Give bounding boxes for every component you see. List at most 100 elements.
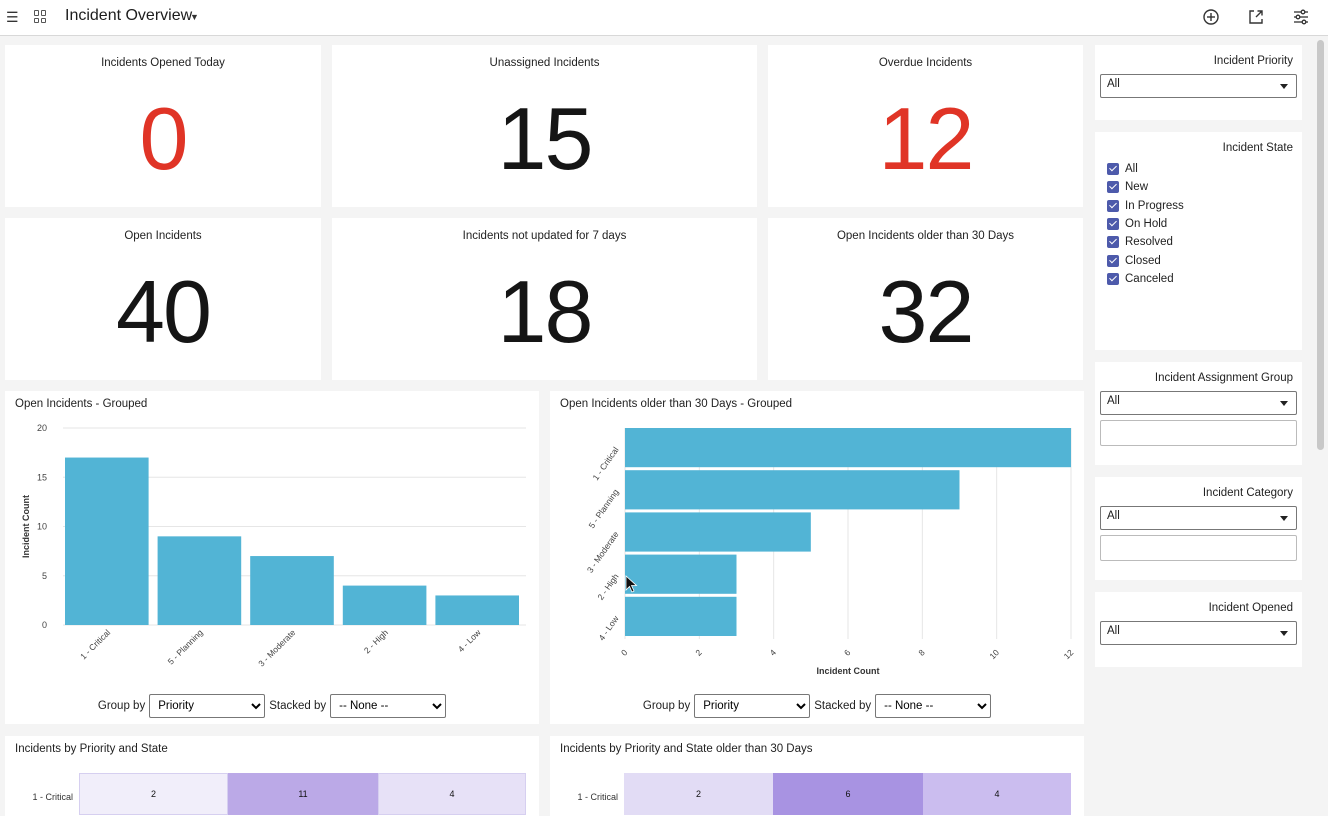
select-value: All: [1107, 625, 1120, 637]
y-axis-label: Incident Count: [21, 495, 31, 558]
y-tick-label: 4 - Low: [596, 613, 621, 642]
incidents-by-priority-state-older-30-days-heatmap: Incidents by Priority and State older th…: [550, 736, 1084, 816]
state-option-new[interactable]: New: [1107, 178, 1184, 196]
checkbox-checked-icon[interactable]: [1107, 254, 1119, 267]
heatmap-cell[interactable]: 4: [923, 773, 1071, 815]
x-tick-label: 6: [842, 647, 853, 658]
y-tick-label: 2 - High: [595, 571, 620, 601]
kpi-overdue-incidents[interactable]: Overdue Incidents 12: [768, 45, 1083, 207]
share-icon[interactable]: [1247, 8, 1265, 26]
filter-incident-state: Incident State All New In Progress On Ho…: [1095, 132, 1302, 350]
checkbox-checked-icon[interactable]: [1107, 218, 1119, 231]
kpi-value: 32: [878, 262, 975, 361]
chart-controls: Group by Priority Stacked by -- None --: [5, 694, 539, 718]
top-bar: ☰ Incident Overview ▼: [0, 0, 1328, 36]
chart-title: Incidents by Priority and State older th…: [560, 743, 813, 755]
x-tick-label: 12: [1062, 647, 1076, 661]
state-option-resolved[interactable]: Resolved: [1107, 233, 1184, 251]
bar: [625, 554, 737, 594]
state-option-closed[interactable]: Closed: [1107, 251, 1184, 269]
chart-title: Open Incidents - Grouped: [15, 398, 148, 410]
kpi-title: Incidents Opened Today: [101, 57, 225, 69]
bar: [157, 536, 242, 625]
x-tick-label: 0: [619, 647, 630, 658]
dashboard-title: Incident Overview: [65, 7, 193, 24]
heatmap-cell[interactable]: 11: [228, 773, 378, 815]
bar: [625, 428, 1071, 468]
kpi-open-incidents[interactable]: Open Incidents 40: [5, 218, 321, 380]
kpi-incidents-opened-today[interactable]: Incidents Opened Today 0: [5, 45, 321, 207]
filter-title: Incident Category: [1202, 487, 1293, 499]
chevron-down-icon: [1280, 84, 1288, 89]
heatmap-cell[interactable]: 2: [624, 773, 773, 815]
checkbox-checked-icon[interactable]: [1107, 236, 1119, 249]
y-tick-label: 0: [42, 620, 47, 630]
select-value: All: [1107, 78, 1120, 90]
state-option-all[interactable]: All: [1107, 160, 1184, 178]
open-incidents-older-30-days-chart: Open Incidents older than 30 Days - Grou…: [550, 391, 1084, 724]
heatmap-cell[interactable]: 2: [79, 773, 228, 815]
chevron-down-icon: [1280, 631, 1288, 636]
kpi-title: Open Incidents older than 30 Days: [836, 230, 1015, 242]
apps-grid-icon[interactable]: [34, 10, 47, 23]
group-by-select[interactable]: Priority: [694, 694, 811, 718]
y-tick-label: 5: [42, 571, 47, 581]
kpi-open-older-30-days[interactable]: Open Incidents older than 30 Days 32: [768, 218, 1083, 380]
state-option-canceled[interactable]: Canceled: [1107, 270, 1184, 288]
bar: [435, 595, 519, 625]
incidents-by-priority-state-heatmap: Incidents by Priority and State 1 - Crit…: [5, 736, 539, 816]
mouse-cursor-icon: [625, 575, 638, 593]
chevron-down-icon: [1280, 401, 1288, 406]
page-scrollbar[interactable]: [1314, 38, 1326, 816]
hamburger-menu-icon[interactable]: ☰: [6, 9, 19, 25]
x-axis-label: Incident Count: [817, 666, 880, 676]
kpi-value: 0: [139, 89, 189, 188]
x-tick-label: 2 - High: [362, 627, 390, 655]
filter-title: Incident Assignment Group: [1154, 372, 1293, 384]
opened-select[interactable]: All: [1100, 621, 1297, 645]
bar: [250, 556, 334, 625]
state-checkbox-list: All New In Progress On Hold Resolved Clo…: [1107, 160, 1184, 288]
x-tick-label: 4: [768, 647, 779, 658]
state-option-in-progress[interactable]: In Progress: [1107, 197, 1184, 215]
chevron-down-icon: [1280, 516, 1288, 521]
checkbox-checked-icon[interactable]: [1107, 181, 1119, 194]
bar: [625, 596, 737, 636]
heatmap-row-label: 1 - Critical: [32, 792, 73, 802]
stacked-by-select[interactable]: -- None --: [875, 694, 992, 718]
bar: [342, 585, 427, 625]
bar: [625, 512, 811, 552]
checkbox-checked-icon[interactable]: [1107, 199, 1119, 212]
stacked-by-select[interactable]: -- None --: [330, 694, 447, 718]
heatmap-cell[interactable]: 6: [773, 773, 923, 815]
group-by-select[interactable]: Priority: [149, 694, 266, 718]
open-incidents-grouped-chart: Open Incidents - Grouped 0 5 10 15 20 Inciden…: [5, 391, 539, 724]
x-tick-label: 3 - Moderate: [256, 627, 297, 668]
checkbox-checked-icon[interactable]: [1107, 272, 1119, 285]
chart-controls: Group by Priority Stacked by -- None --: [550, 694, 1084, 718]
chart-title: Open Incidents older than 30 Days - Grou…: [560, 398, 793, 410]
category-search-input[interactable]: [1100, 535, 1297, 561]
group-by-label: Group by: [97, 700, 146, 712]
filter-incident-assignment-group: Incident Assignment Group All: [1095, 362, 1302, 465]
category-select[interactable]: All: [1100, 506, 1297, 530]
kpi-title: Open Incidents: [124, 230, 202, 242]
state-option-on-hold[interactable]: On Hold: [1107, 215, 1184, 233]
kpi-unassigned-incidents[interactable]: Unassigned Incidents 15: [332, 45, 757, 207]
scrollbar-thumb[interactable]: [1317, 40, 1324, 450]
kpi-title: Incidents not updated for 7 days: [462, 230, 627, 242]
title-dropdown-icon[interactable]: ▼: [190, 12, 199, 22]
priority-select[interactable]: All: [1100, 74, 1297, 98]
add-circle-icon[interactable]: [1202, 8, 1220, 26]
x-tick-label: 5 - Planning: [166, 627, 205, 666]
settings-sliders-icon[interactable]: [1292, 8, 1310, 26]
heatmap-cell[interactable]: 4: [378, 773, 526, 815]
checkbox-checked-icon[interactable]: [1107, 163, 1119, 176]
select-value: All: [1107, 510, 1120, 522]
filter-incident-opened: Incident Opened All: [1095, 592, 1302, 667]
x-tick-label: 2: [693, 647, 704, 658]
bar-chart-svg: 0 5 10 15 20 Incident Count 1 - Critical 5 - Pl…: [21, 423, 526, 668]
assignment-group-search-input[interactable]: [1100, 420, 1297, 446]
kpi-not-updated-7-days[interactable]: Incidents not updated for 7 days 18: [332, 218, 757, 380]
assignment-group-select[interactable]: All: [1100, 391, 1297, 415]
